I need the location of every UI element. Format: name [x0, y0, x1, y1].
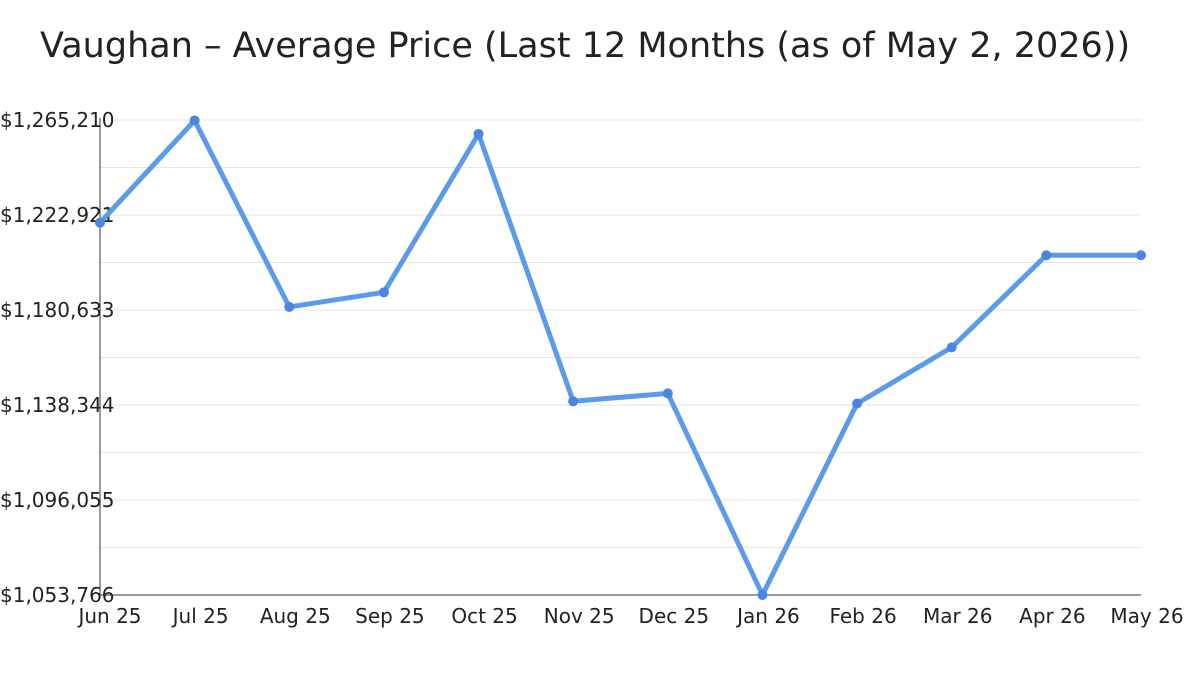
x-tick-label: Nov 25: [544, 604, 615, 628]
y-tick-label: $1,096,055: [0, 488, 115, 512]
y-tick-label: $1,053,766: [0, 583, 115, 607]
data-point: [1136, 250, 1146, 261]
x-tick-label: May 26: [1110, 604, 1183, 628]
x-tick-label: Oct 25: [451, 604, 517, 628]
x-tick-label: Apr 26: [1019, 604, 1085, 628]
data-point: [95, 217, 105, 228]
data-point: [662, 388, 673, 399]
x-tick-label: Mar 26: [923, 604, 993, 628]
x-tick-label: Jun 25: [76, 604, 141, 628]
grid-lines: [100, 119, 1141, 548]
x-tick-label: Aug 25: [260, 604, 331, 628]
x-tick-label: Dec 25: [639, 604, 710, 628]
data-point: [1041, 250, 1052, 261]
data-point: [757, 590, 768, 600]
series-line-layer: [97, 117, 1144, 598]
data-point: [284, 301, 295, 312]
y-tick-label: $1,180,633: [0, 298, 115, 322]
chart-title: Vaughan – Average Price (Last 12 Months …: [40, 26, 1131, 66]
data-point: [473, 128, 484, 139]
series-line: [97, 117, 1144, 598]
x-tick-label: Jan 26: [735, 604, 800, 628]
data-point: [568, 396, 579, 407]
axes: [99, 118, 1141, 596]
data-points: [95, 115, 1146, 600]
data-point: [189, 115, 200, 126]
x-tick-label: Sep 25: [355, 604, 425, 628]
y-tick-label: $1,138,344: [0, 393, 115, 417]
y-tick-label: $1,265,210: [0, 108, 115, 132]
data-point: [946, 342, 957, 353]
x-tick-label: Jul 25: [171, 604, 229, 628]
y-tick-labels: $1,053,766 $1,096,055 $1,138,344 $1,180,633…: [0, 108, 115, 607]
x-tick-labels: Jun 25 Jul 25 Aug 25 Sep 25 Oct 25 Nov 25 Dec …: [76, 604, 1183, 628]
data-point: [378, 287, 389, 298]
x-tick-label: Feb 26: [829, 604, 896, 628]
data-point: [852, 398, 863, 409]
